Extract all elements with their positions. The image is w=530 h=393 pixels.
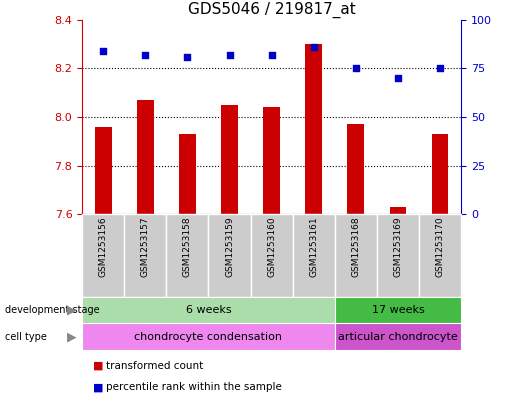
- Bar: [82, 323, 335, 350]
- Point: [225, 51, 234, 58]
- Bar: [179, 134, 196, 214]
- Text: GSM1253170: GSM1253170: [436, 217, 445, 277]
- Text: GSM1253160: GSM1253160: [267, 217, 276, 277]
- Bar: [419, 214, 461, 297]
- Text: transformed count: transformed count: [106, 361, 203, 371]
- Bar: [305, 44, 322, 214]
- Bar: [335, 214, 377, 297]
- Text: development stage: development stage: [5, 305, 100, 315]
- Text: GSM1253158: GSM1253158: [183, 217, 192, 277]
- Bar: [251, 214, 293, 297]
- Point: [141, 51, 149, 58]
- Point: [99, 48, 108, 54]
- Text: ■: ■: [93, 382, 103, 393]
- Point: [267, 51, 276, 58]
- Bar: [348, 124, 364, 214]
- Bar: [263, 107, 280, 214]
- Text: GSM1253169: GSM1253169: [393, 217, 402, 277]
- Text: GSM1253159: GSM1253159: [225, 217, 234, 277]
- Bar: [221, 105, 238, 214]
- Point: [394, 75, 402, 81]
- Text: GSM1253168: GSM1253168: [351, 217, 360, 277]
- Bar: [335, 323, 461, 350]
- Bar: [166, 214, 208, 297]
- Bar: [208, 214, 251, 297]
- Text: articular chondrocyte: articular chondrocyte: [338, 332, 458, 342]
- Text: cell type: cell type: [5, 332, 47, 342]
- Text: ▶: ▶: [67, 330, 77, 343]
- Text: 6 weeks: 6 weeks: [186, 305, 231, 315]
- Bar: [431, 134, 448, 214]
- Bar: [377, 214, 419, 297]
- Bar: [137, 100, 154, 214]
- Text: percentile rank within the sample: percentile rank within the sample: [106, 382, 282, 393]
- Text: ■: ■: [93, 361, 103, 371]
- Text: GSM1253157: GSM1253157: [141, 217, 150, 277]
- Bar: [335, 297, 461, 323]
- Text: GSM1253161: GSM1253161: [309, 217, 318, 277]
- Bar: [390, 207, 407, 214]
- Text: chondrocyte condensation: chondrocyte condensation: [135, 332, 282, 342]
- Text: GSM1253156: GSM1253156: [99, 217, 108, 277]
- Point: [183, 53, 192, 60]
- Point: [310, 44, 318, 50]
- Text: 17 weeks: 17 weeks: [372, 305, 425, 315]
- Point: [351, 65, 360, 72]
- Title: GDS5046 / 219817_at: GDS5046 / 219817_at: [188, 2, 356, 18]
- Bar: [82, 297, 335, 323]
- Bar: [82, 214, 124, 297]
- Bar: [124, 214, 166, 297]
- Bar: [95, 127, 112, 214]
- Point: [436, 65, 444, 72]
- Text: ▶: ▶: [67, 303, 77, 317]
- Bar: [293, 214, 335, 297]
